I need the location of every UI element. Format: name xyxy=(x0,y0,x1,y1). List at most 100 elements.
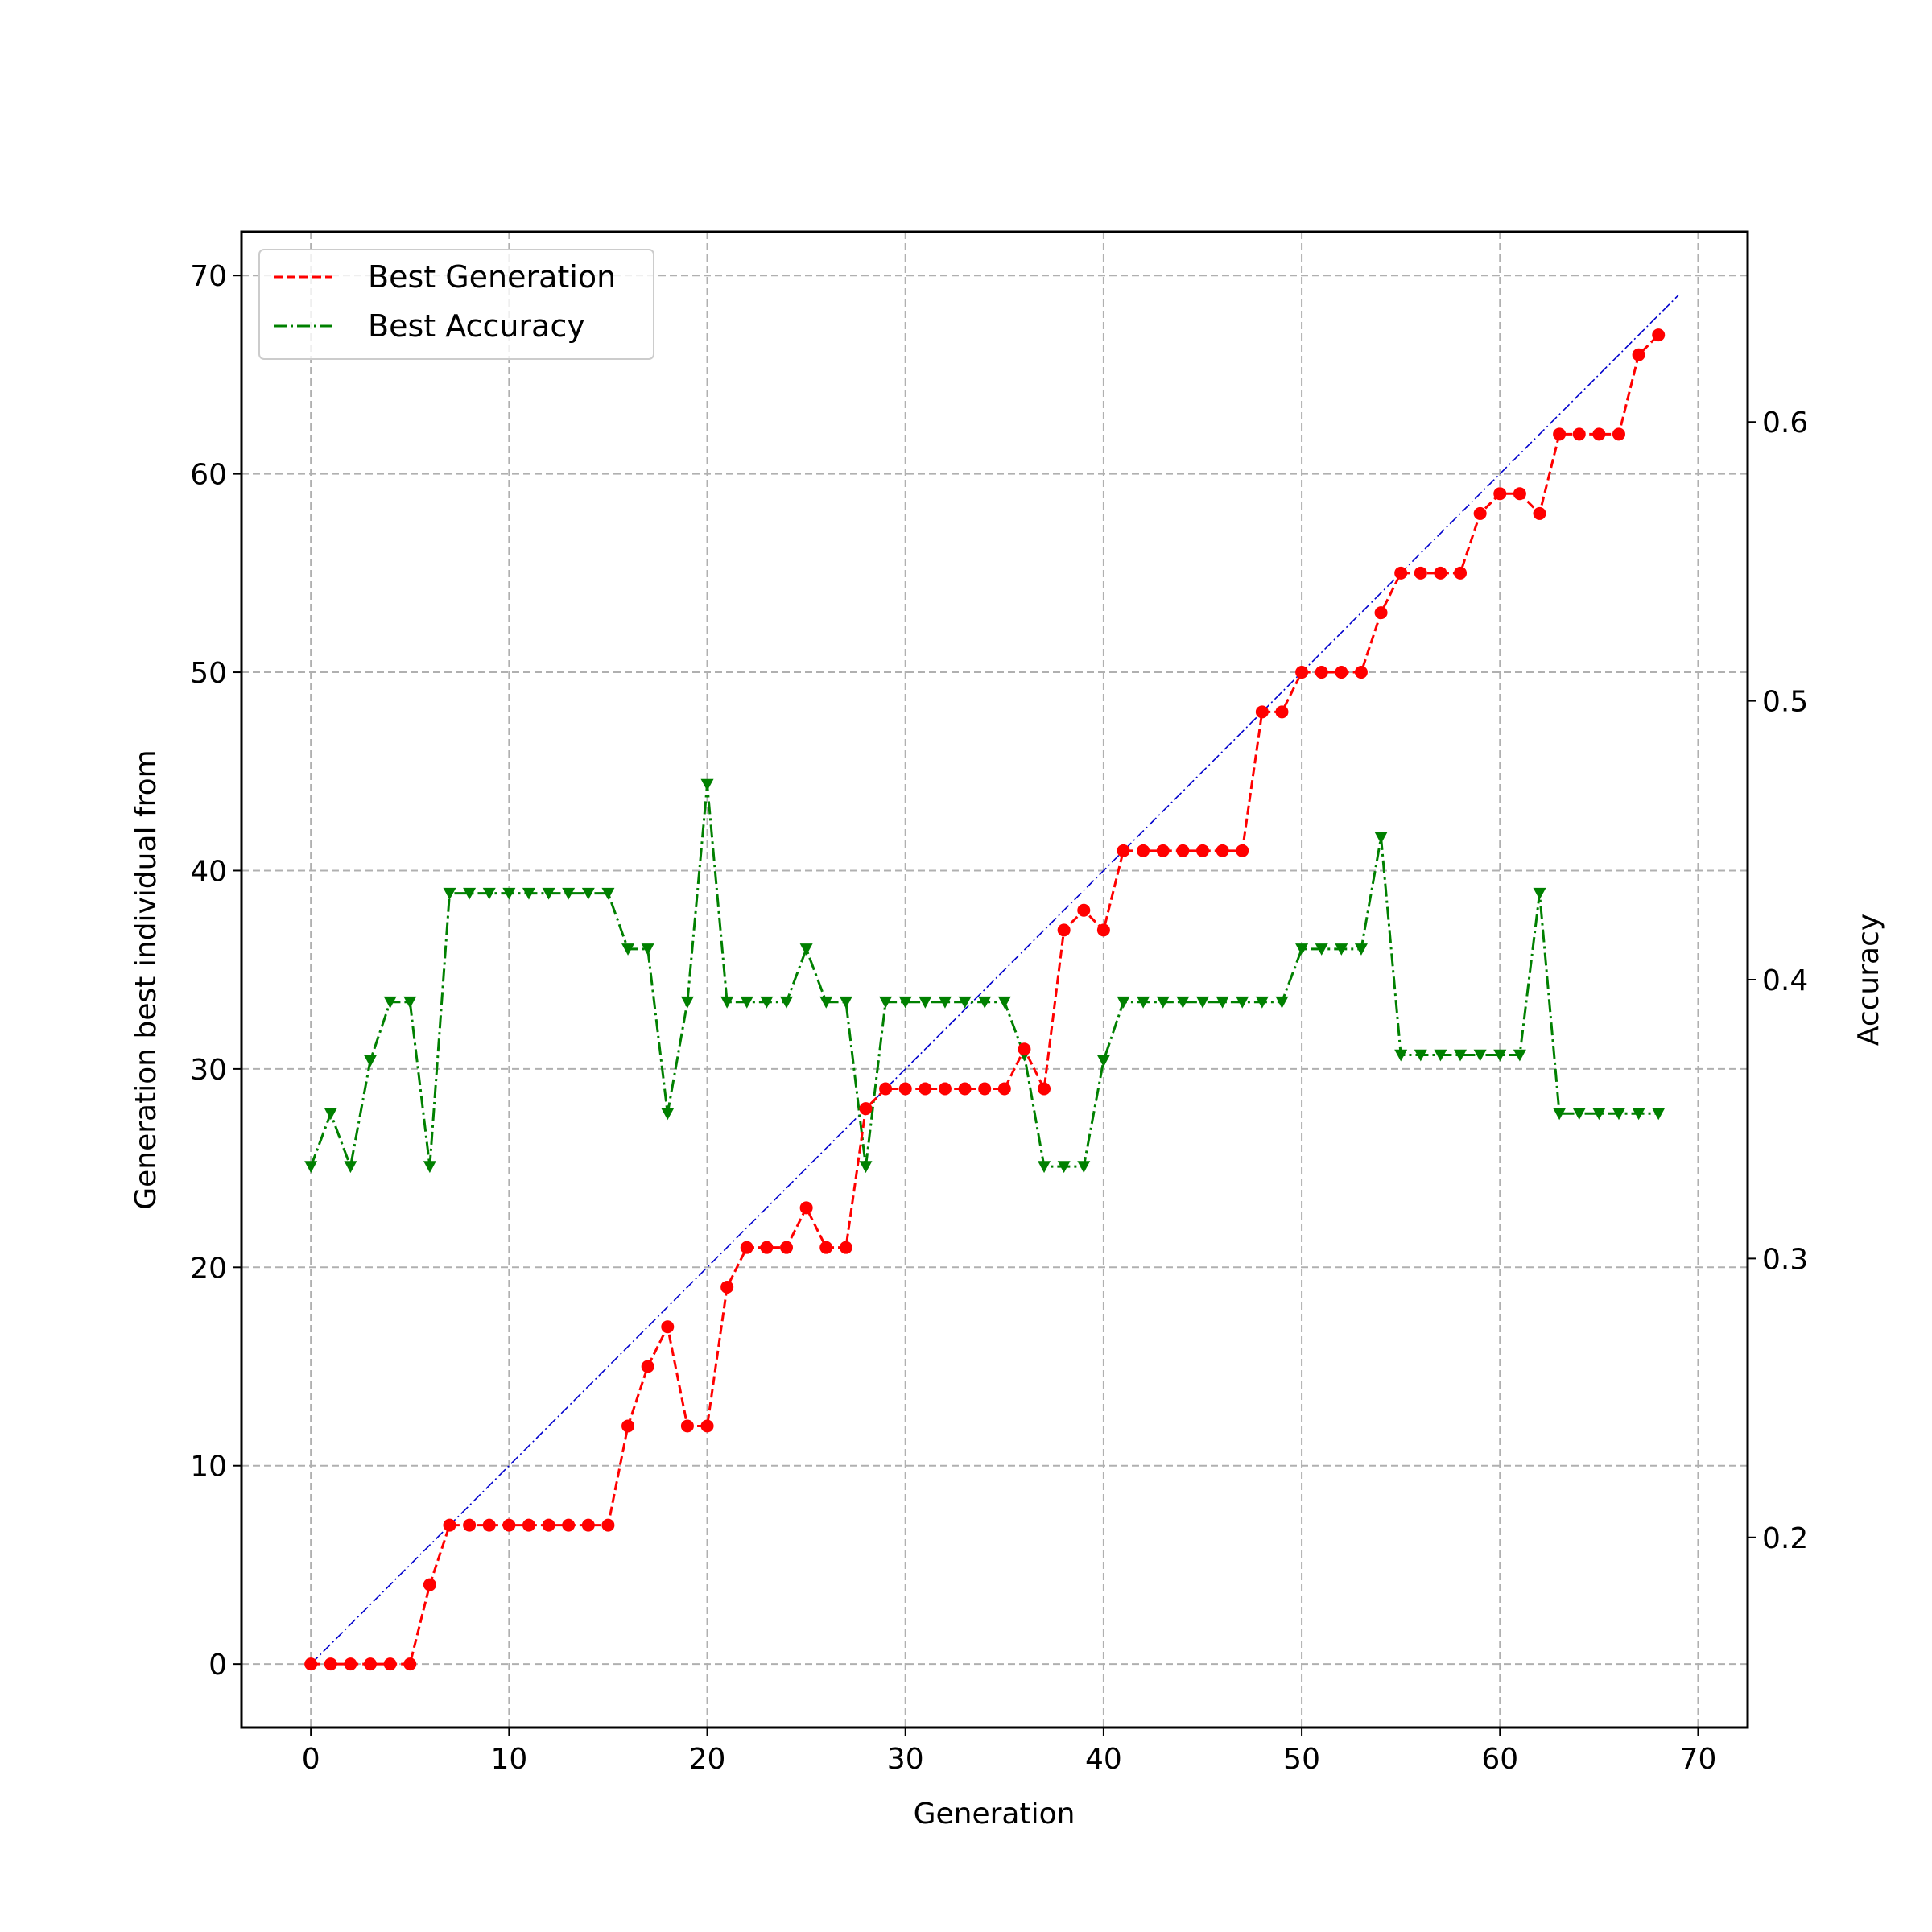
best-accuracy-marker xyxy=(919,996,932,1009)
best-accuracy-marker xyxy=(898,996,912,1009)
plot-series xyxy=(304,295,1679,1671)
best-accuracy-marker xyxy=(324,1108,337,1121)
x-tick-label: 10 xyxy=(490,1743,527,1776)
best-generation-marker xyxy=(740,1241,753,1254)
best-accuracy-marker xyxy=(1414,1049,1427,1062)
best-accuracy-marker xyxy=(1632,1108,1645,1121)
y-tick-label: 10 xyxy=(190,1451,227,1484)
best-generation-marker xyxy=(760,1241,774,1254)
best-accuracy-marker xyxy=(859,1161,873,1174)
grid-lines xyxy=(242,232,1748,1728)
best-accuracy-marker xyxy=(1493,1049,1507,1062)
best-accuracy-marker xyxy=(879,996,893,1009)
best-accuracy-marker xyxy=(1394,1049,1408,1062)
best-generation-marker xyxy=(1533,506,1546,520)
x-tick-label: 0 xyxy=(302,1743,320,1776)
legend-label-best-accuracy: Best Accuracy xyxy=(368,308,585,344)
best-generation-marker xyxy=(1077,903,1091,917)
best-generation-marker xyxy=(1255,705,1269,719)
best-accuracy-marker xyxy=(1612,1108,1625,1121)
best-generation-marker xyxy=(1176,844,1190,857)
best-accuracy-marker xyxy=(1354,943,1368,956)
best-accuracy-marker xyxy=(542,887,555,900)
best-generation-marker xyxy=(1216,844,1229,857)
best-accuracy-marker xyxy=(1255,996,1269,1009)
best-accuracy-marker xyxy=(997,996,1011,1009)
best-accuracy-marker xyxy=(661,1108,675,1121)
x-tick-label: 40 xyxy=(1085,1743,1122,1776)
best-generation-marker xyxy=(1652,328,1666,342)
y-tick-label: 40 xyxy=(190,855,227,888)
best-generation-marker xyxy=(403,1657,417,1671)
best-accuracy-marker xyxy=(958,996,972,1009)
best-generation-marker xyxy=(879,1082,893,1096)
best-generation-marker xyxy=(502,1518,516,1532)
best-accuracy-marker xyxy=(1137,996,1150,1009)
best-generation-marker xyxy=(641,1360,654,1373)
best-accuracy-marker xyxy=(403,996,417,1009)
best-generation-marker xyxy=(978,1082,992,1096)
best-accuracy-marker xyxy=(581,887,595,900)
best-accuracy-marker xyxy=(1275,996,1289,1009)
best-accuracy-marker xyxy=(1216,996,1229,1009)
best-generation-marker xyxy=(1473,506,1487,520)
best-generation-marker xyxy=(1434,566,1447,580)
best-accuracy-marker xyxy=(1513,1049,1526,1062)
best-accuracy-marker xyxy=(1096,1055,1110,1067)
best-generation-marker xyxy=(324,1657,337,1671)
x-axis-title: Generation xyxy=(914,1798,1075,1831)
best-generation-marker xyxy=(919,1082,932,1096)
best-accuracy-marker xyxy=(1533,887,1546,900)
best-accuracy-marker xyxy=(740,996,753,1009)
best-generation-marker xyxy=(304,1657,318,1671)
legend-label-best-generation: Best Generation xyxy=(368,259,616,295)
best-generation-marker xyxy=(542,1518,555,1532)
best-generation-marker xyxy=(1038,1082,1051,1096)
best-accuracy-marker xyxy=(1057,1161,1071,1174)
best-accuracy-marker xyxy=(1652,1108,1666,1121)
best-generation-marker xyxy=(522,1518,535,1532)
x-tick-label: 60 xyxy=(1481,1743,1518,1776)
best-generation-marker xyxy=(898,1082,912,1096)
best-accuracy-marker xyxy=(938,996,952,1009)
y-axis-left: 0 10 20 30 40 50 60 70 xyxy=(190,260,242,1682)
best-generation-marker xyxy=(680,1419,694,1433)
reference-diagonal-line xyxy=(310,295,1679,1665)
best-generation-marker xyxy=(463,1518,477,1532)
best-generation-marker xyxy=(1572,427,1586,441)
x-tick-label: 20 xyxy=(689,1743,726,1776)
best-accuracy-marker xyxy=(1038,1161,1051,1174)
best-generation-marker xyxy=(601,1518,615,1532)
best-accuracy-marker xyxy=(562,887,576,900)
y2-tick-label: 0.4 xyxy=(1762,964,1808,997)
best-generation-marker xyxy=(1275,705,1289,719)
best-accuracy-marker xyxy=(819,996,833,1009)
best-generation-marker xyxy=(383,1657,397,1671)
y-tick-label: 60 xyxy=(190,459,227,492)
y-tick-label: 30 xyxy=(190,1054,227,1087)
best-accuracy-marker xyxy=(978,996,992,1009)
best-accuracy-marker xyxy=(1553,1108,1567,1121)
best-generation-marker xyxy=(958,1082,972,1096)
best-generation-marker xyxy=(423,1578,436,1591)
best-generation-marker xyxy=(1018,1042,1031,1056)
y-axis-right: 0.2 0.3 0.4 0.5 0.6 xyxy=(1748,407,1808,1555)
best-generation-marker xyxy=(1354,666,1368,679)
best-generation-marker xyxy=(443,1518,456,1532)
best-generation-marker xyxy=(799,1201,813,1215)
best-accuracy-marker xyxy=(364,1055,378,1067)
best-generation-marker xyxy=(997,1082,1011,1096)
best-generation-marker xyxy=(1195,844,1209,857)
best-accuracy-marker xyxy=(1117,996,1130,1009)
best-accuracy-marker xyxy=(700,778,714,791)
best-generation-marker xyxy=(1612,427,1625,441)
best-accuracy-marker xyxy=(799,943,813,956)
best-accuracy-marker xyxy=(1335,943,1348,956)
best-accuracy-marker xyxy=(1176,996,1190,1009)
best-accuracy-marker xyxy=(1434,1049,1447,1062)
best-generation-marker xyxy=(819,1241,833,1254)
y-axis-title: Generation best individual from xyxy=(130,749,163,1210)
best-accuracy-marker xyxy=(1374,832,1388,844)
best-generation-marker xyxy=(1553,427,1567,441)
y-tick-label: 0 xyxy=(208,1649,227,1682)
